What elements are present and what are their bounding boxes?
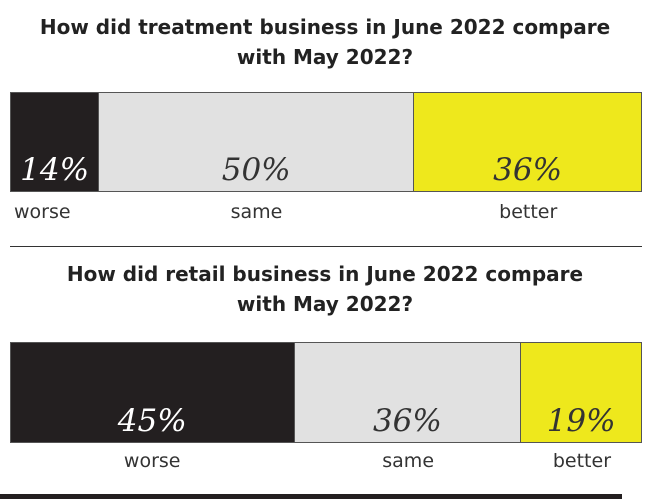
- data-label-better: 36%: [493, 152, 563, 188]
- stacked-bar-treatment: 14% 50% 36%: [10, 92, 642, 192]
- data-label-better: 19%: [546, 403, 616, 439]
- data-label-same: 50%: [221, 152, 291, 188]
- chart-title-line: with May 2022?: [236, 292, 414, 316]
- bar-segment-better: 36%: [414, 93, 641, 191]
- category-label-worse: worse: [123, 450, 181, 472]
- bar-segment-better: 19%: [521, 343, 641, 442]
- bottom-rule: [0, 494, 622, 499]
- chart-title-line: with May 2022?: [236, 45, 414, 69]
- category-label-same: same: [382, 450, 435, 472]
- chart-title-treatment: How did treatment business in June 2022 …: [0, 12, 650, 72]
- category-label-same: same: [230, 201, 283, 223]
- bar-segment-worse: 14%: [11, 93, 100, 191]
- data-label-worse: 14%: [20, 152, 90, 188]
- section-divider: [10, 246, 642, 247]
- chart-title-line: How did treatment business in June 2022 …: [39, 15, 611, 39]
- data-label-worse: 45%: [117, 403, 187, 439]
- stacked-bar-retail: 45% 36% 19%: [10, 342, 642, 443]
- category-labels-retail: worse same better: [10, 449, 642, 473]
- chart-title-retail: How did retail business in June 2022 com…: [0, 259, 650, 319]
- category-labels-treatment: worse same better: [10, 200, 642, 224]
- bar-segment-same: 36%: [294, 343, 522, 442]
- bar-segment-same: 50%: [99, 93, 415, 191]
- category-label-better: better: [552, 450, 612, 472]
- category-label-better: better: [499, 201, 558, 223]
- category-label-worse: worse: [14, 201, 71, 223]
- chart-title-line: How did retail business in June 2022 com…: [66, 262, 584, 286]
- data-label-same: 36%: [372, 403, 442, 439]
- bar-segment-worse: 45%: [11, 343, 295, 442]
